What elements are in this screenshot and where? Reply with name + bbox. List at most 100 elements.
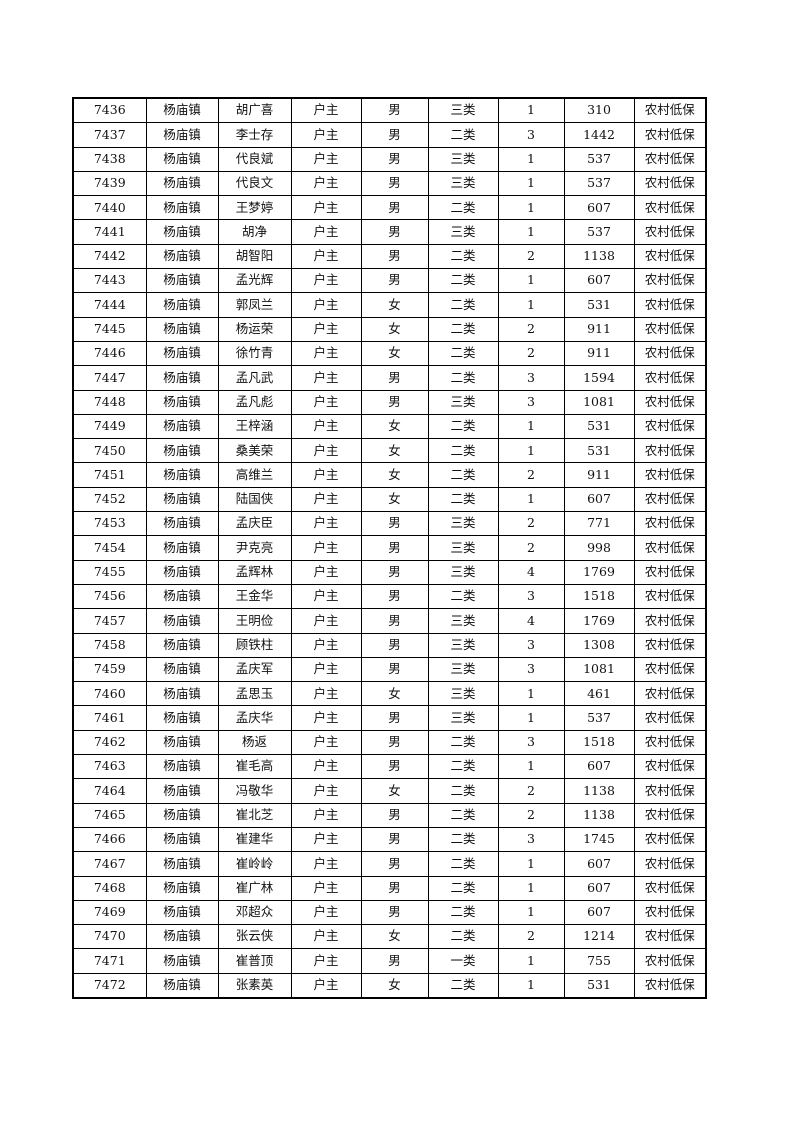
cell-category: 二类 (427, 195, 499, 221)
cell-gender: 女 (360, 681, 429, 707)
cell-household-size: 2 (497, 340, 565, 367)
cell-amount: 531 (563, 292, 635, 318)
cell-town: 杨庙镇 (145, 778, 219, 804)
cell-name: 王金华 (217, 583, 292, 610)
cell-program-type: 农村低保 (633, 243, 707, 270)
cell-household-size: 1 (497, 438, 565, 464)
cell-gender: 女 (360, 972, 429, 999)
cell-household-size: 1 (497, 146, 565, 172)
cell-record-id: 7437 (72, 122, 147, 148)
cell-record-id: 7442 (72, 243, 147, 270)
cell-record-id: 7468 (72, 875, 147, 901)
cell-category: 二类 (427, 826, 499, 853)
cell-amount: 1081 (563, 389, 635, 415)
cell-record-id: 7457 (72, 608, 147, 634)
cell-category: 二类 (427, 729, 499, 756)
cell-record-id: 7445 (72, 316, 147, 342)
cell-category: 二类 (427, 438, 499, 464)
cell-relation: 户主 (290, 122, 362, 148)
cell-record-id: 7460 (72, 681, 147, 707)
cell-record-id: 7467 (72, 851, 147, 877)
table-row: 7455 杨庙镇 孟辉林 户主男三类 4 1769 农村低保 (72, 559, 707, 585)
cell-household-size: 1 (497, 219, 565, 245)
cell-gender: 男 (360, 97, 429, 124)
cell-relation: 户主 (290, 268, 362, 294)
cell-town: 杨庙镇 (145, 340, 219, 367)
cell-record-id: 7458 (72, 632, 147, 658)
cell-record-id: 7464 (72, 778, 147, 804)
cell-category: 三类 (427, 681, 499, 707)
cell-amount: 537 (563, 146, 635, 172)
table-row: 7456 杨庙镇 王金华 户主男二类 3 1518 农村低保 (72, 583, 707, 610)
cell-program-type: 农村低保 (633, 729, 707, 756)
cell-category: 三类 (427, 656, 499, 683)
table-row: 7437 杨庙镇 李士存 户主男二类 3 1442 农村低保 (72, 122, 707, 148)
table-row: 7440 杨庙镇 王梦婷 户主男二类 1 607 农村低保 (72, 195, 707, 221)
cell-town: 杨庙镇 (145, 292, 219, 318)
cell-record-id: 7438 (72, 146, 147, 172)
table-row: 7464 杨庙镇 冯敬华 户主女二类 2 1138 农村低保 (72, 778, 707, 804)
cell-relation: 户主 (290, 608, 362, 634)
cell-household-size: 2 (497, 511, 565, 537)
cell-gender: 男 (360, 389, 429, 415)
table-row: 7438 杨庙镇 代良斌 户主男三类 1 537 农村低保 (72, 146, 707, 172)
cell-program-type: 农村低保 (633, 122, 707, 148)
cell-gender: 男 (360, 146, 429, 172)
cell-household-size: 3 (497, 826, 565, 853)
table-row: 7460 杨庙镇 孟思玉 户主女三类 1 461 农村低保 (72, 681, 707, 707)
cell-gender: 男 (360, 365, 429, 391)
table-row: 7447 杨庙镇 孟凡武 户主男二类 3 1594 农村低保 (72, 365, 707, 391)
cell-town: 杨庙镇 (145, 365, 219, 391)
cell-household-size: 1 (497, 292, 565, 318)
cell-amount: 1081 (563, 656, 635, 683)
cell-relation: 户主 (290, 559, 362, 585)
cell-program-type: 农村低保 (633, 389, 707, 415)
cell-household-size: 1 (497, 97, 565, 124)
cell-relation: 户主 (290, 146, 362, 172)
cell-category: 二类 (427, 486, 499, 513)
cell-town: 杨庙镇 (145, 656, 219, 683)
cell-program-type: 农村低保 (633, 851, 707, 877)
cell-relation: 户主 (290, 438, 362, 464)
cell-relation: 户主 (290, 972, 362, 999)
table-row: 7470 杨庙镇 张云侠 户主女二类 2 1214 农村低保 (72, 924, 707, 950)
cell-relation: 户主 (290, 365, 362, 391)
cell-gender: 男 (360, 195, 429, 221)
cell-program-type: 农村低保 (633, 705, 707, 731)
cell-amount: 1594 (563, 365, 635, 391)
cell-name: 胡广喜 (217, 97, 292, 124)
cell-category: 三类 (427, 97, 499, 124)
cell-gender: 男 (360, 705, 429, 731)
cell-town: 杨庙镇 (145, 608, 219, 634)
cell-amount: 531 (563, 972, 635, 999)
table-row: 7457 杨庙镇 王明俭 户主男三类 4 1769 农村低保 (72, 608, 707, 634)
table-row: 7454 杨庙镇 尹克亮 户主男三类 2 998 农村低保 (72, 535, 707, 561)
cell-program-type: 农村低保 (633, 559, 707, 585)
cell-category: 二类 (427, 462, 499, 488)
cell-amount: 537 (563, 219, 635, 245)
cell-gender: 男 (360, 948, 429, 974)
cell-record-id: 7440 (72, 195, 147, 221)
table-row: 7462 杨庙镇 杨返 户主男二类 3 1518 农村低保 (72, 729, 707, 756)
cell-amount: 1138 (563, 778, 635, 804)
cell-category: 二类 (427, 340, 499, 367)
cell-name: 徐竹青 (217, 340, 292, 367)
cell-record-id: 7447 (72, 365, 147, 391)
cell-program-type: 农村低保 (633, 535, 707, 561)
table-row: 7436 杨庙镇 胡广喜 户主男三类 1 310 农村低保 (72, 97, 707, 124)
table-row: 7466 杨庙镇 崔建华 户主男二类 3 1745 农村低保 (72, 826, 707, 853)
cell-record-id: 7470 (72, 924, 147, 950)
cell-amount: 607 (563, 851, 635, 877)
cell-gender: 男 (360, 583, 429, 610)
cell-household-size: 2 (497, 778, 565, 804)
cell-name: 孟光辉 (217, 268, 292, 294)
cell-amount: 531 (563, 413, 635, 440)
cell-name: 孟思玉 (217, 681, 292, 707)
cell-amount: 607 (563, 754, 635, 780)
cell-record-id: 7471 (72, 948, 147, 974)
cell-town: 杨庙镇 (145, 899, 219, 926)
cell-record-id: 7444 (72, 292, 147, 318)
cell-household-size: 3 (497, 583, 565, 610)
cell-relation: 户主 (290, 632, 362, 658)
cell-gender: 男 (360, 268, 429, 294)
